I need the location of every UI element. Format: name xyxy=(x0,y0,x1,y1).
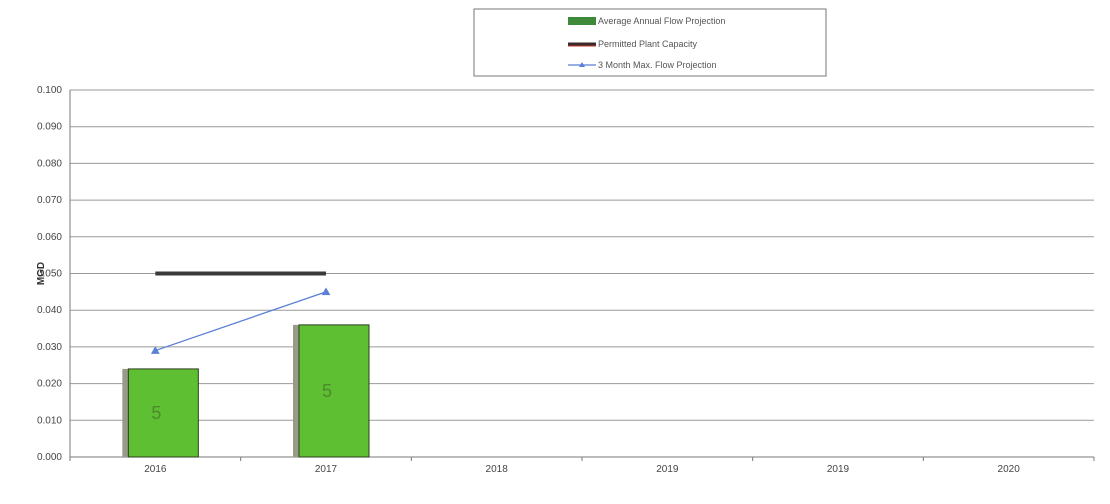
y-tick-label: 0.050 xyxy=(37,269,62,280)
y-tick-label: 0.070 xyxy=(37,195,62,206)
y-tick-label: 0.040 xyxy=(37,305,62,316)
legend-swatch-marker xyxy=(579,62,585,67)
bar-depth xyxy=(122,368,133,457)
y-tick-label: 0.010 xyxy=(37,415,62,426)
y-axis-title: MGD xyxy=(36,262,47,285)
bars: 55 xyxy=(122,324,370,458)
y-tick-label: 0.030 xyxy=(37,342,62,353)
bar-label: 5 xyxy=(151,403,161,423)
bar-depth xyxy=(293,324,303,457)
legend-box xyxy=(473,8,827,77)
tick-labels: 0.000 0.010 0.020 0.030 0.040 0.050 0.060 0.070… xyxy=(36,85,1020,475)
x-tick-label: 2017 xyxy=(315,464,338,475)
max-flow-marker xyxy=(321,287,331,296)
y-tick-label: 0.000 xyxy=(37,452,62,463)
bar xyxy=(127,368,199,458)
x-tick-label: 2020 xyxy=(998,464,1021,475)
y-tick-label: 0.100 xyxy=(37,85,62,96)
legend-label: 3 Month Max. Flow Projection xyxy=(598,60,717,70)
legend-label: Average Annual Flow Projection xyxy=(598,16,725,26)
y-tick-label: 0.090 xyxy=(37,122,62,133)
max-flow-line xyxy=(155,291,327,352)
legend-label: Permitted Plant Capacity xyxy=(598,39,698,49)
series-lines xyxy=(150,271,331,354)
gridlines xyxy=(70,89,1094,421)
x-tick-label: 2018 xyxy=(486,464,509,475)
bar xyxy=(298,324,370,458)
legend: Average Annual Flow Projection Permitted … xyxy=(473,8,827,77)
max-flow-marker xyxy=(150,346,160,354)
y-tick-label: 0.020 xyxy=(37,379,62,390)
bar-label: 5 xyxy=(322,381,332,401)
y-tick-label: 0.080 xyxy=(37,158,62,169)
x-tick-label: 2019 xyxy=(656,464,679,475)
y-tick-label: 0.060 xyxy=(37,232,62,243)
legend-swatch-bar xyxy=(568,17,596,25)
x-tick-label: 2019 xyxy=(827,464,850,475)
axes xyxy=(69,90,1095,461)
x-tick-label: 2016 xyxy=(144,464,167,475)
